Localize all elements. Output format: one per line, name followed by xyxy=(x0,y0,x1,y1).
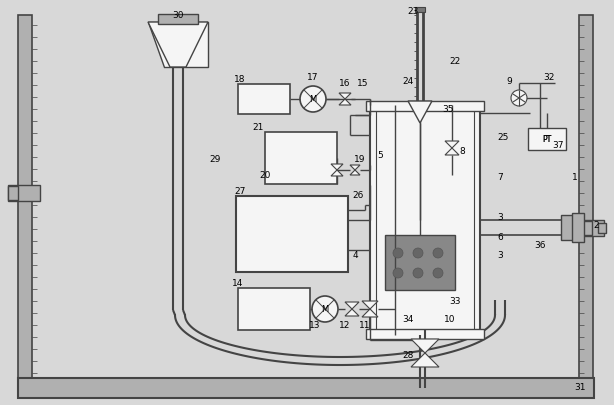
Text: 17: 17 xyxy=(307,73,319,83)
Text: 16: 16 xyxy=(340,79,351,87)
Text: 23: 23 xyxy=(407,8,419,17)
Text: 15: 15 xyxy=(357,79,369,87)
Polygon shape xyxy=(362,301,378,309)
Polygon shape xyxy=(148,22,208,67)
Polygon shape xyxy=(411,339,439,353)
Bar xyxy=(370,105,480,335)
Text: 37: 37 xyxy=(552,141,564,149)
Text: 9: 9 xyxy=(506,77,512,87)
Bar xyxy=(528,128,566,150)
Bar xyxy=(385,235,455,290)
Circle shape xyxy=(433,248,443,258)
Polygon shape xyxy=(148,22,208,67)
Text: 2: 2 xyxy=(593,220,599,230)
Polygon shape xyxy=(345,309,359,316)
Polygon shape xyxy=(331,164,343,170)
Bar xyxy=(366,101,484,111)
Text: 22: 22 xyxy=(449,58,460,66)
Text: 18: 18 xyxy=(235,75,246,85)
Polygon shape xyxy=(350,165,360,170)
Circle shape xyxy=(413,268,423,278)
Bar xyxy=(265,132,337,184)
Polygon shape xyxy=(339,93,351,99)
Text: 1: 1 xyxy=(572,173,578,183)
Text: 5: 5 xyxy=(377,151,383,160)
Text: 24: 24 xyxy=(402,77,414,87)
Text: 30: 30 xyxy=(173,11,184,21)
Text: M: M xyxy=(321,305,328,313)
Polygon shape xyxy=(345,302,359,309)
Text: 3: 3 xyxy=(497,213,503,222)
Text: 26: 26 xyxy=(352,190,363,200)
Circle shape xyxy=(393,268,403,278)
Circle shape xyxy=(413,248,423,258)
Text: 3: 3 xyxy=(497,251,503,260)
Bar xyxy=(561,215,579,240)
Text: 32: 32 xyxy=(543,73,554,83)
Text: 31: 31 xyxy=(574,384,586,392)
Bar xyxy=(238,288,310,330)
Circle shape xyxy=(433,268,443,278)
Polygon shape xyxy=(408,101,432,123)
Text: 6: 6 xyxy=(497,234,503,243)
Polygon shape xyxy=(445,148,459,155)
Text: 10: 10 xyxy=(445,315,456,324)
Text: 13: 13 xyxy=(309,322,321,330)
Text: 28: 28 xyxy=(402,350,414,360)
Circle shape xyxy=(393,248,403,258)
Bar xyxy=(8,185,40,201)
Text: 7: 7 xyxy=(497,173,503,183)
Polygon shape xyxy=(331,170,343,176)
Text: 34: 34 xyxy=(402,315,414,324)
Circle shape xyxy=(511,90,527,106)
Bar xyxy=(18,15,32,385)
Text: M: M xyxy=(309,94,317,104)
Polygon shape xyxy=(350,170,360,175)
Bar xyxy=(238,84,290,114)
Bar xyxy=(18,378,594,398)
Text: 29: 29 xyxy=(209,156,220,164)
Bar xyxy=(572,220,604,236)
Text: 19: 19 xyxy=(354,156,366,164)
Polygon shape xyxy=(362,309,378,317)
Text: 14: 14 xyxy=(232,279,244,288)
Text: 27: 27 xyxy=(235,188,246,196)
Bar xyxy=(580,221,592,235)
Bar xyxy=(572,213,584,242)
Text: 35: 35 xyxy=(442,105,454,115)
Bar xyxy=(236,196,348,272)
Text: 25: 25 xyxy=(497,134,508,143)
Bar xyxy=(158,14,198,24)
Bar xyxy=(579,15,593,385)
Text: 33: 33 xyxy=(449,298,460,307)
Polygon shape xyxy=(411,353,439,367)
Bar xyxy=(8,186,18,200)
Text: PT: PT xyxy=(542,134,551,143)
Bar xyxy=(366,329,484,339)
Text: PT: PT xyxy=(542,134,551,143)
Text: 21: 21 xyxy=(252,124,263,132)
Text: 12: 12 xyxy=(340,322,351,330)
Text: 8: 8 xyxy=(459,147,465,156)
Circle shape xyxy=(300,86,326,112)
Polygon shape xyxy=(339,99,351,105)
Polygon shape xyxy=(445,141,459,148)
Text: 36: 36 xyxy=(534,241,546,249)
Text: 4: 4 xyxy=(352,251,358,260)
Bar xyxy=(598,223,606,233)
Circle shape xyxy=(312,296,338,322)
Text: 20: 20 xyxy=(259,171,271,179)
Bar xyxy=(415,7,425,12)
Text: 11: 11 xyxy=(359,322,371,330)
